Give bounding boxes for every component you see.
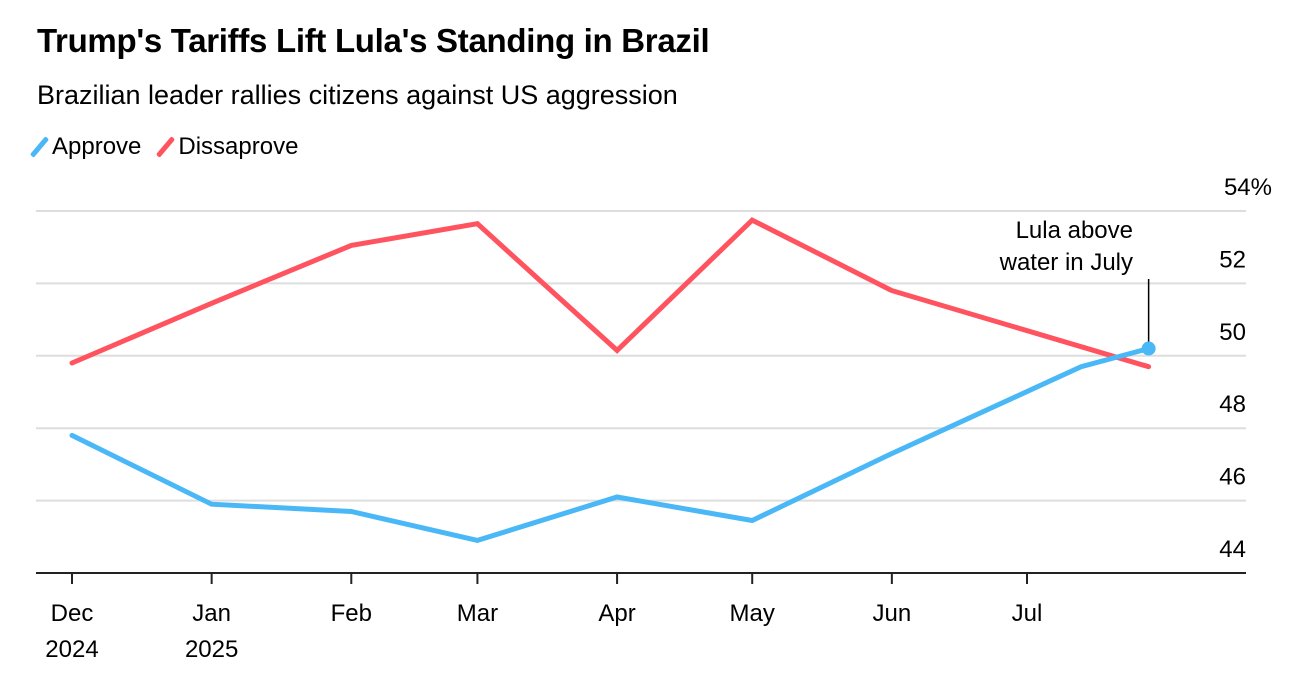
annotation-text: Lula above [1016, 217, 1133, 244]
legend: Approve Dissaprove [29, 133, 299, 161]
legend-item-approve: Approve [29, 133, 142, 161]
y-tick-label: 48 [1219, 391, 1246, 418]
chart-title: Trump's Tariffs Lift Lula's Standing in … [37, 22, 710, 59]
annotation-text: water in July [999, 249, 1133, 276]
x-tick-label-year: 2024 [45, 636, 98, 663]
x-tick-label: Apr [598, 600, 635, 627]
x-tick-label: Dec [51, 600, 94, 627]
y-tick-label: 54% [1224, 174, 1272, 201]
legend-label-approve: Approve [52, 133, 142, 160]
y-tick-label: 50 [1219, 319, 1246, 346]
y-tick-label: 46 [1219, 464, 1246, 491]
y-tick-label: 52 [1219, 246, 1246, 273]
x-tick-label: Mar [457, 600, 498, 627]
annotation-point [1141, 341, 1156, 356]
chart-subtitle: Brazilian leader rallies citizens agains… [37, 80, 678, 110]
series-line-approve [69, 346, 1152, 543]
x-tick-label: Jun [873, 600, 912, 627]
x-tick-label-year: 2025 [185, 636, 238, 663]
y-tick-label: 44 [1219, 536, 1246, 563]
legend-label-disapprove: Dissaprove [178, 133, 299, 160]
legend-item-disapprove: Dissaprove [156, 133, 299, 161]
x-tick-label: Jul [1012, 600, 1043, 627]
x-tick-label: Feb [331, 600, 372, 627]
x-tick-label: Jan [192, 600, 231, 627]
series-line-dissaprove [69, 217, 1152, 370]
x-tick-label: May [730, 600, 775, 627]
